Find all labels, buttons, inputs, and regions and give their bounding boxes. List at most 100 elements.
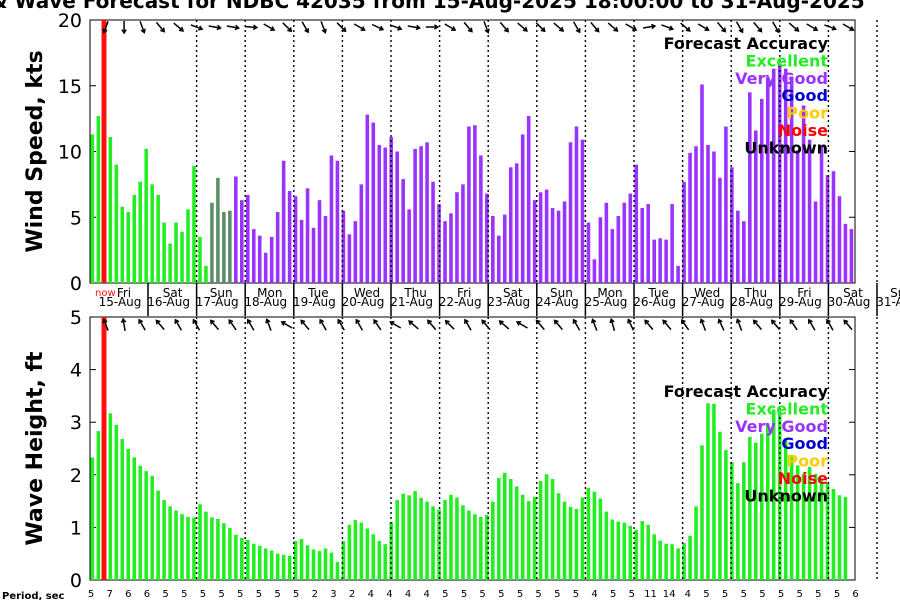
arrow-shaft <box>192 319 201 331</box>
bar <box>485 193 489 283</box>
bar <box>754 442 758 580</box>
bar <box>616 215 621 283</box>
bar <box>257 235 262 283</box>
direction-arrow <box>208 24 222 31</box>
arrow-head <box>341 27 347 33</box>
y-tick-label: 1 <box>70 517 82 539</box>
direction-arrow <box>407 24 421 31</box>
direction-arrow <box>355 318 364 331</box>
wave-height-panel: 0 1 2 3 4 5 Wave Height, ft Forecast AccuracyEx… <box>23 307 878 592</box>
bar <box>491 215 495 283</box>
bar <box>443 221 447 283</box>
y-tick-label: 0 <box>70 570 82 592</box>
bar <box>520 134 525 283</box>
arrow-head <box>717 318 723 324</box>
plot-frame <box>89 316 856 581</box>
day-of-week-label: Sat <box>843 286 863 300</box>
bar <box>234 534 238 580</box>
arrow-head <box>738 28 744 34</box>
arrow-head <box>192 318 198 324</box>
bar <box>353 221 358 283</box>
bar <box>293 541 298 580</box>
direction-arrow <box>517 22 528 32</box>
arrow-head <box>178 26 185 32</box>
arrow-shaft <box>300 319 310 331</box>
direction-arrow <box>155 319 165 331</box>
bar <box>634 164 639 283</box>
period-value: 5 <box>535 589 541 600</box>
bar <box>574 508 579 580</box>
bar <box>777 63 782 284</box>
bar <box>813 201 818 283</box>
y-axis-label: Wave Height, ft <box>23 351 48 546</box>
arrow-shaft <box>226 25 239 29</box>
direction-arrow <box>752 319 763 331</box>
arrow-head <box>813 26 819 31</box>
bar <box>407 495 411 580</box>
direction-arrow <box>609 317 616 331</box>
day-of-week-label: Tue <box>307 286 329 300</box>
bar <box>765 423 770 580</box>
bar <box>335 562 340 580</box>
arrow-head <box>246 318 252 324</box>
bar <box>610 519 615 580</box>
arrow-shaft <box>642 25 656 29</box>
bar <box>604 511 609 580</box>
bar <box>156 490 160 580</box>
y-tick-label: 20 <box>58 10 82 32</box>
bar <box>335 160 340 283</box>
now-label: now <box>95 288 116 299</box>
date-label: 18-Aug <box>244 295 287 309</box>
bar <box>449 494 453 580</box>
direction-arrow <box>228 318 237 331</box>
direction-arrow <box>772 21 780 34</box>
bar <box>150 475 154 580</box>
bar <box>473 514 477 580</box>
arrow-head <box>415 24 421 31</box>
bar <box>670 544 674 580</box>
legend-entry: Noise <box>778 469 828 488</box>
bar <box>580 139 585 283</box>
period-value: 7 <box>107 589 113 600</box>
bar <box>311 549 316 580</box>
arrow-shaft <box>771 319 781 331</box>
date-label: 19-Aug <box>293 295 336 309</box>
bar <box>401 179 405 283</box>
direction-arrow <box>102 21 109 34</box>
arrow-head <box>464 318 469 324</box>
bar <box>216 518 220 580</box>
arrow-shaft <box>190 24 203 30</box>
arrow-head <box>467 27 473 33</box>
arrow-head <box>121 29 127 35</box>
direction-arrow <box>139 21 146 34</box>
arrow-shaft <box>697 23 709 31</box>
arrow-head <box>774 28 780 34</box>
period-value: 6 <box>144 589 150 600</box>
bar <box>562 201 567 283</box>
period-value: 5 <box>162 589 168 600</box>
arrow-head <box>789 318 795 325</box>
day-of-week-label: Fri <box>797 286 811 300</box>
arrow-head <box>735 318 742 324</box>
arrow-shaft <box>173 22 184 32</box>
legend-entry: Very Good <box>735 69 828 88</box>
arrow-head <box>389 321 395 326</box>
day-of-week-label: Fri <box>117 286 131 300</box>
bar <box>664 239 668 283</box>
bar <box>108 137 113 283</box>
bar <box>759 98 764 284</box>
bar <box>730 462 734 580</box>
period-row: Period, sec 5 7 6 6 5 5 5 5 5 5 5 5 2 3 2 4 4 4 4 5 5 5 5 5 5 5 5 4… <box>2 589 859 600</box>
arrow-shaft <box>661 24 673 30</box>
period-value: 3 <box>330 589 336 600</box>
bar <box>688 152 692 283</box>
arrow-head <box>138 318 144 324</box>
period-value: 5 <box>703 589 709 600</box>
legend-entry: Very Good <box>735 417 828 436</box>
arrow-shaft <box>680 22 691 32</box>
bar <box>837 196 842 283</box>
arrow-shaft <box>662 319 672 331</box>
arrow-shaft <box>772 21 780 33</box>
arrow-shaft <box>445 320 455 330</box>
